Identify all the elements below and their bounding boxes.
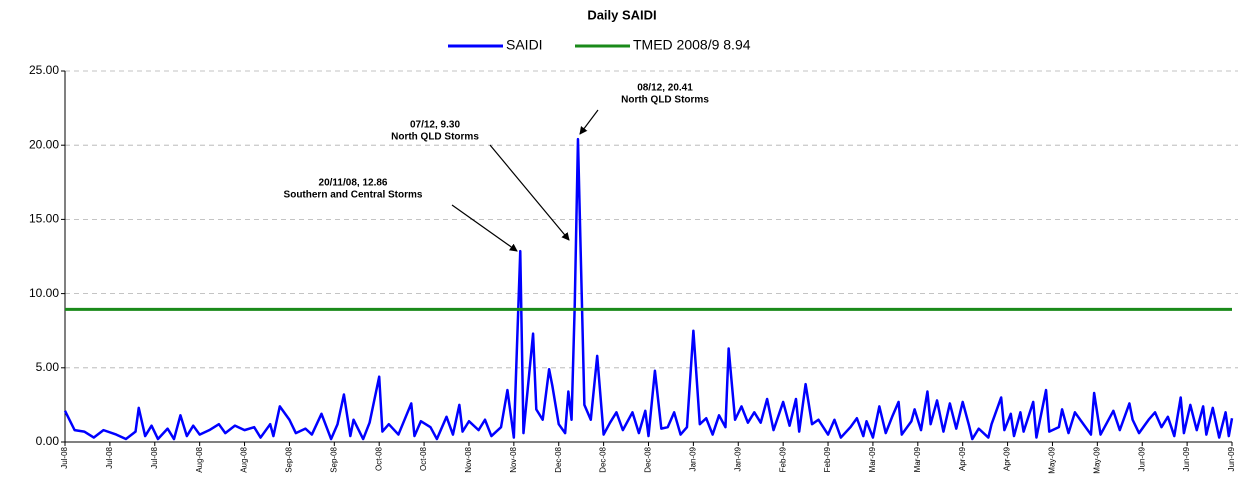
y-tick-label: 10.00 [29, 286, 59, 300]
annotation-arrow [489, 144, 570, 241]
x-tick-label: Dec-08 [644, 446, 653, 472]
x-tick-label: May-09 [1092, 446, 1101, 473]
x-tick-label: Jul-08 [150, 446, 159, 468]
x-tick-label: Mar-09 [868, 446, 877, 472]
x-tick-label: Jun-09 [1137, 446, 1146, 471]
x-tick-label: May-09 [1048, 446, 1057, 473]
x-tick-label: Feb-09 [778, 446, 787, 472]
chart-title: Daily SAIDI [587, 7, 656, 22]
x-tick-label: Mar-09 [913, 446, 922, 472]
annotation-text: North QLD Storms [391, 132, 479, 143]
annotation-text: Southern and Central Storms [284, 190, 423, 201]
x-tick-label: Oct-08 [419, 446, 428, 471]
x-tick-label: Jan-09 [733, 446, 742, 471]
annotation-text: 08/12, 20.41 [637, 83, 693, 94]
x-tick-label: Apr-09 [1003, 446, 1012, 471]
x-tick-label: Jun-09 [1227, 446, 1236, 471]
x-tick-label: Aug-08 [240, 446, 249, 472]
y-tick-label: 20.00 [29, 137, 59, 151]
y-tick-label: 15.00 [29, 212, 59, 226]
annotation-arrow [579, 109, 599, 135]
x-tick-label: Dec-08 [599, 446, 608, 472]
y-tick-label: 25.00 [29, 63, 59, 77]
annotation-text: 20/11/08, 12.86 [319, 178, 388, 189]
legend-label: SAIDI [506, 37, 543, 53]
x-tick-label: Nov-08 [464, 446, 473, 472]
annotation-text: 07/12, 9.30 [410, 120, 460, 131]
annotation-arrow [451, 204, 518, 252]
x-tick-label: Jul-08 [105, 446, 114, 468]
series-line [63, 137, 1234, 441]
annotation-text: North QLD Storms [621, 95, 709, 106]
y-tick-label: 5.00 [36, 360, 60, 374]
x-tick-label: Dec-08 [554, 446, 563, 472]
x-tick-label: Jan-09 [688, 446, 697, 471]
x-tick-label: Sep-08 [329, 446, 338, 472]
x-tick-label: Apr-09 [958, 446, 967, 471]
x-tick-label: Jun-09 [1182, 446, 1191, 471]
x-tick-label: Sep-08 [285, 446, 294, 472]
x-tick-label: Oct-08 [374, 446, 383, 471]
x-tick-label: Aug-08 [195, 446, 204, 472]
x-tick-label: Feb-09 [823, 446, 832, 472]
x-tick-label: Jul-08 [60, 446, 69, 468]
x-tick-label: Nov-08 [509, 446, 518, 472]
legend-label: TMED 2008/9 8.94 [633, 37, 751, 53]
y-tick-label: 0.00 [36, 434, 60, 448]
